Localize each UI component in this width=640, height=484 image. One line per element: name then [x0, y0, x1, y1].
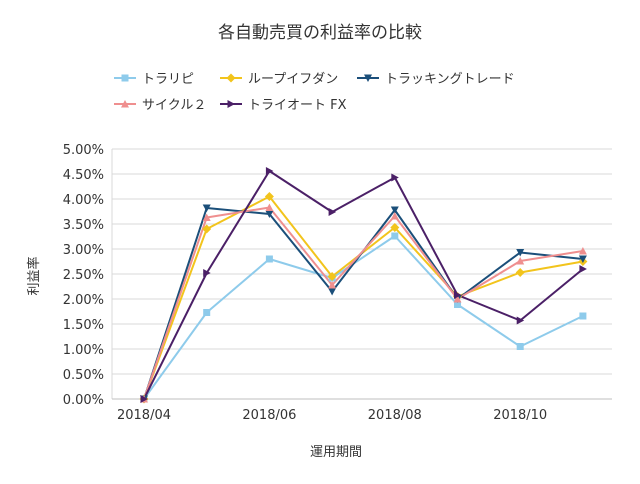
series-1-point [454, 301, 461, 308]
series-line-2 [143, 195, 584, 400]
series-4-point [202, 213, 211, 221]
series-5-point [391, 173, 399, 182]
legend-marker [227, 100, 235, 108]
legend-label: トライオート FX [248, 98, 347, 113]
x-axis-title: 運用期間 [310, 445, 362, 460]
series-3-point [516, 249, 525, 257]
legend-item-4: サイクル２ [114, 98, 206, 113]
x-tick-label: 2018/04 [117, 408, 171, 423]
legend-marker [364, 74, 372, 82]
legend-item-3: トラッキングトレード [357, 72, 515, 87]
y-tick-label: 2.50% [63, 268, 104, 283]
legend-label: トラリピ [142, 72, 194, 87]
series-4-point [578, 247, 587, 255]
series-markers [139, 167, 588, 404]
series-4-point [516, 257, 525, 265]
y-tick-label: 4.50% [63, 168, 104, 183]
y-tick-label: 1.00% [63, 343, 104, 358]
series-3-point [202, 204, 211, 212]
series-5-point [516, 316, 525, 325]
x-tick-label: 2018/10 [493, 408, 547, 423]
series-4-point [265, 203, 274, 211]
series-3-point [265, 210, 274, 218]
y-tick-label: 2.00% [63, 293, 104, 308]
y-axis: 0.00% 0.50% 1.00% 1.50% 2.00% 2.50% 3.00% 3.50%… [63, 143, 113, 408]
y-tick-label: 1.50% [63, 318, 104, 333]
series-5-point [203, 269, 211, 277]
legend-marker [121, 74, 129, 82]
series-3-point [328, 288, 337, 296]
series-1-point [579, 312, 587, 320]
series-2-point [327, 272, 337, 281]
y-tick-label: 3.50% [63, 218, 104, 233]
series-4-point [328, 281, 337, 289]
series-1-point [265, 255, 273, 263]
y-tick-label: 4.00% [63, 193, 104, 208]
x-tick-label: 2018/06 [242, 408, 296, 423]
legend-label: サイクル２ [142, 98, 206, 113]
series-2-point [202, 224, 212, 234]
series-line-1 [143, 235, 584, 400]
series-1-point [516, 343, 524, 350]
y-axis-title: 利益率 [26, 256, 42, 295]
legend-item-5: トライオート FX [220, 98, 347, 113]
series-3-point [390, 206, 399, 214]
series-2-point [264, 192, 274, 201]
series-3-point [578, 255, 587, 263]
legend-marker [226, 73, 236, 83]
y-tick-label: 3.00% [63, 243, 104, 258]
y-tick-label: 0.50% [63, 368, 104, 383]
series-2-point [515, 268, 525, 277]
y-tick-label: 5.00% [63, 143, 104, 158]
legend-item-1: トラリピ [114, 72, 194, 87]
x-tick-label: 2018/08 [368, 408, 422, 423]
series-1-point [391, 232, 399, 240]
legend-item-2: ループイフダン [220, 72, 338, 87]
x-axis: 2018/04 2018/06 2018/08 2018/10 [112, 398, 612, 423]
chart-title: 各自動売買の利益率の比較 [218, 23, 422, 43]
series-5-point [579, 265, 587, 273]
series-5-point [328, 208, 337, 216]
series-line-5 [143, 170, 584, 400]
gridlines [112, 148, 612, 375]
series-4-point [390, 212, 399, 220]
series-line-4 [143, 206, 584, 400]
legend-label: ループイフダン [248, 72, 338, 87]
legend-marker [121, 100, 129, 108]
series-2-point [390, 223, 400, 232]
series-5-point [140, 395, 148, 403]
series-line-3 [143, 207, 584, 400]
series-lines [143, 170, 584, 400]
series-4-point [453, 295, 462, 303]
series-5-point [454, 291, 462, 299]
y-tick-label: 0.00% [63, 393, 104, 408]
series-1-point [203, 309, 211, 316]
legend-label: トラッキングトレード [385, 72, 515, 87]
series-5-point [265, 167, 274, 175]
